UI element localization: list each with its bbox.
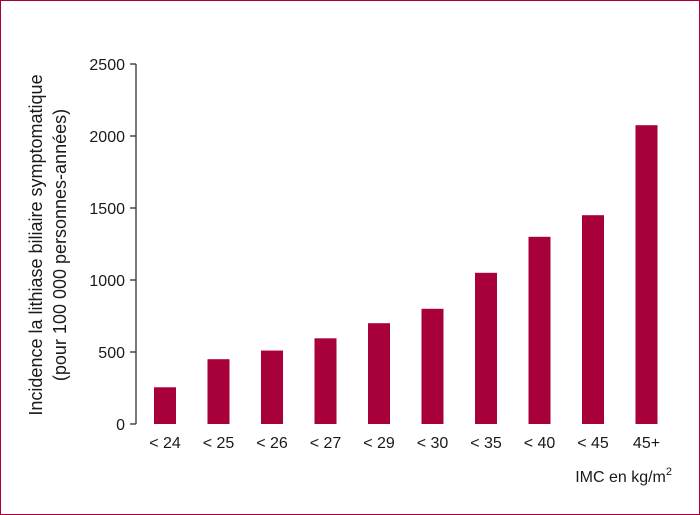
x-axis-title-text: IMC en kg/m [575, 469, 666, 486]
x-axis-title-superscript: 2 [666, 466, 672, 478]
y-tick-label: 1000 [89, 273, 125, 290]
y-tick-label: 0 [116, 417, 125, 434]
bar [207, 359, 230, 424]
x-tick-label: < 40 [524, 435, 556, 452]
bar [368, 323, 390, 424]
x-tick-labels: < 24 < 25 < 26 < 27 < 29 < 30 < 35 < 40 < 45 45+ [149, 435, 660, 452]
y-tick-label: 2500 [89, 57, 125, 74]
y-axis-title-line-2: (pour 100 000 personnes-années) [50, 109, 70, 381]
y-tick-label: 1500 [89, 201, 125, 218]
bar [475, 272, 497, 424]
x-axis-title: IMC en kg/m2 [575, 466, 672, 486]
bar [314, 338, 337, 424]
bar [154, 387, 176, 424]
x-tick-label: < 29 [363, 435, 395, 452]
y-tick-label: 500 [98, 345, 125, 362]
y-axis-title-line-1: Incidence la lithiase biliaire symptomat… [26, 74, 46, 415]
bar [261, 350, 283, 424]
x-tick-label: < 30 [417, 435, 449, 452]
y-axis-title: Incidence la lithiase biliaire symptomat… [26, 74, 70, 415]
x-tick-label: < 26 [256, 435, 288, 452]
x-tick-label: < 24 [149, 435, 181, 452]
bar [528, 236, 551, 424]
y-axis: 0 500 1000 1500 2000 2500 [89, 57, 137, 434]
x-tick-label: < 45 [577, 435, 609, 452]
bar [582, 215, 604, 424]
x-tick-label: < 35 [470, 435, 502, 452]
bars [154, 125, 658, 424]
bar [635, 125, 658, 424]
x-tick-label: < 25 [203, 435, 235, 452]
bar [421, 308, 444, 424]
x-tick-label: < 27 [310, 435, 342, 452]
y-tick-label: 2000 [89, 129, 125, 146]
x-tick-label: 45+ [633, 435, 660, 452]
